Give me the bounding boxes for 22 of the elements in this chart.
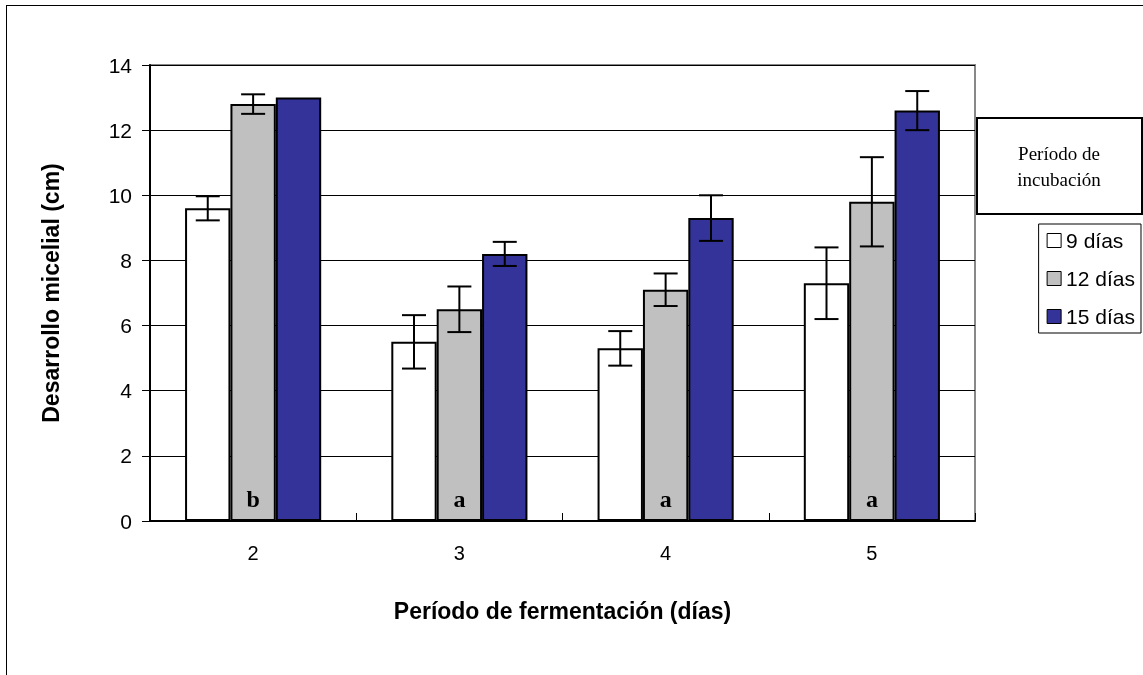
- annotation: a: [453, 486, 466, 512]
- x-axis-title: Período de fermentación (días): [393, 597, 732, 624]
- y-tick-label: 12: [108, 118, 132, 142]
- y-tick-label: 0: [120, 509, 132, 533]
- legend-title: Período de incubación: [1017, 142, 1102, 190]
- annotation: a: [865, 486, 878, 512]
- annotation: a: [659, 486, 672, 512]
- legend-label: 12 días: [1066, 267, 1135, 290]
- x-tick-label: 4: [660, 542, 672, 564]
- x-tick-label: 5: [866, 542, 878, 564]
- annotation: b: [246, 486, 260, 512]
- x-tick-label: 2: [247, 542, 259, 564]
- y-tick-label: 6: [120, 314, 132, 338]
- y-tick-label: 2: [120, 444, 132, 468]
- x-tick-label: 3: [453, 542, 465, 564]
- y-tick-label: 10: [108, 183, 132, 207]
- legend-label: 9 días: [1066, 229, 1124, 252]
- y-axis-title: Desarrollo micelial (cm): [37, 163, 64, 423]
- legend-label: 15 días: [1066, 305, 1135, 328]
- y-tick-label: 4: [120, 379, 133, 403]
- y-tick-label: 8: [120, 248, 132, 272]
- y-tick-label: 14: [108, 53, 133, 77]
